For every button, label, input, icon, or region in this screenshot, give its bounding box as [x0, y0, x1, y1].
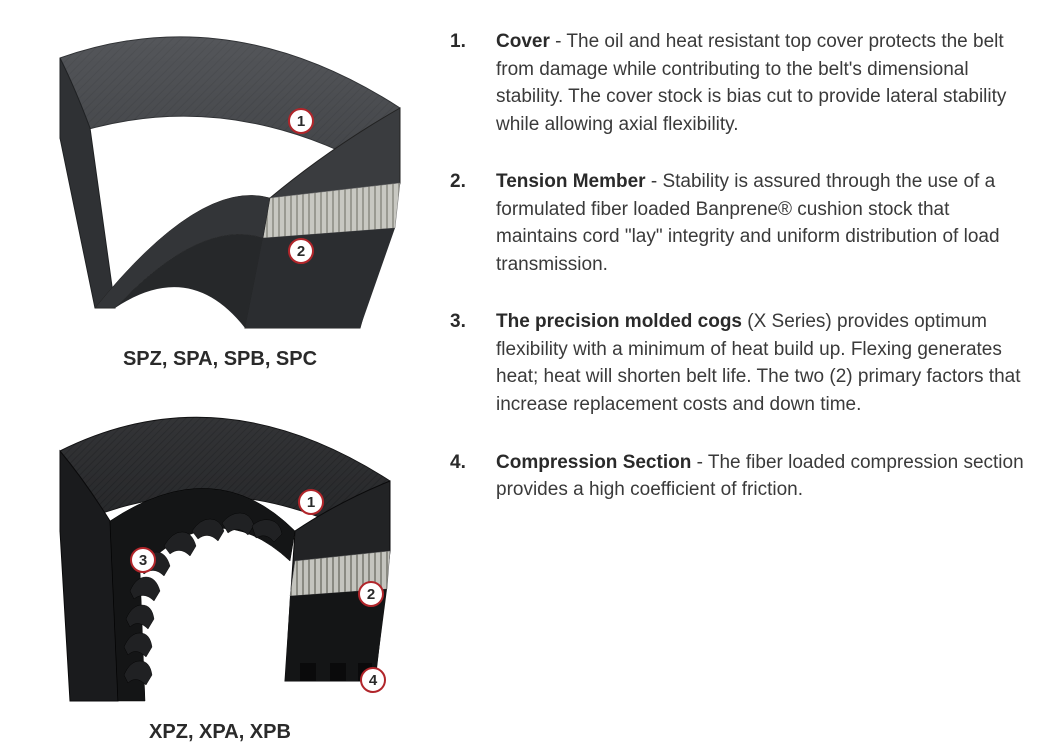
- callout-marker: 2: [358, 581, 384, 607]
- callout-number: 1: [307, 494, 315, 511]
- figures-column: 1 2 SPZ, SPA, SPB, SPC: [30, 28, 410, 728]
- feature-title: Cover: [496, 31, 550, 52]
- belt-figure-cogged: 1 3 2 4: [30, 411, 410, 711]
- feature-item: Tension Member - Stability is assured th…: [450, 168, 1030, 278]
- feature-title: The precision molded cogs: [496, 311, 742, 332]
- callout-marker: 3: [130, 547, 156, 573]
- feature-item: Cover - The oil and heat resistant top c…: [450, 28, 1030, 138]
- callout-marker: 2: [288, 238, 314, 264]
- callout-number: 2: [367, 586, 375, 603]
- callout-number: 1: [297, 113, 305, 130]
- belt-smooth-svg: [30, 28, 410, 338]
- callout-number: 3: [139, 552, 147, 569]
- feature-title: Compression Section: [496, 452, 691, 473]
- callout-marker: 1: [288, 108, 314, 134]
- belt-cogged-caption: XPZ, XPA, XPB: [149, 721, 291, 744]
- belt-smooth-caption: SPZ, SPA, SPB, SPC: [123, 348, 317, 371]
- features-list: Cover - The oil and heat resistant top c…: [450, 28, 1030, 504]
- callout-marker: 4: [360, 667, 386, 693]
- feature-sep: -: [691, 452, 708, 473]
- feature-item: Compression Section - The fiber loaded c…: [450, 449, 1030, 504]
- feature-sep: -: [550, 31, 567, 52]
- belt-cogged-svg: [30, 411, 410, 711]
- feature-sep: -: [646, 171, 663, 192]
- feature-item: The precision molded cogs (X Series) pro…: [450, 308, 1030, 418]
- feature-title: Tension Member: [496, 171, 646, 192]
- feature-body: The oil and heat resistant top cover pro…: [496, 31, 1006, 135]
- features-column: Cover - The oil and heat resistant top c…: [450, 28, 1030, 728]
- belt-figure-smooth: 1 2: [30, 28, 410, 338]
- callout-number: 4: [369, 672, 377, 689]
- callout-marker: 1: [298, 489, 324, 515]
- callout-number: 2: [297, 243, 305, 260]
